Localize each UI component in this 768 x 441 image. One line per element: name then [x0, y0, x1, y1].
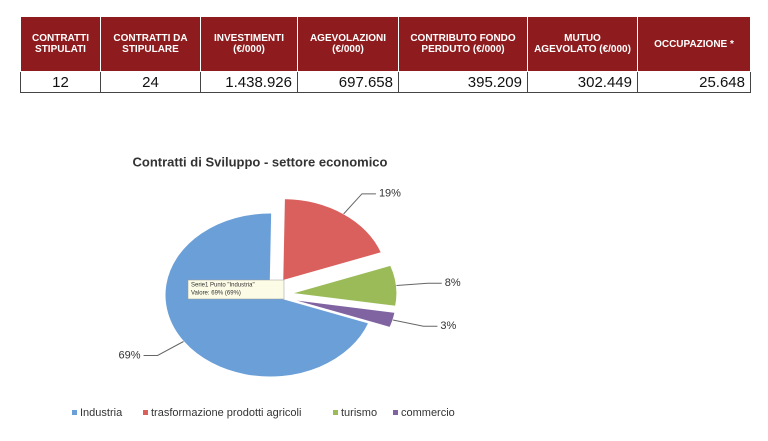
legend-swatch [72, 410, 77, 415]
header-cell: CONTRATTI STIPULATI [20, 16, 101, 72]
header-cell: MUTUO AGEVOLATO (€/000) [527, 16, 638, 72]
header-cell: INVESTIMENTI (€/000) [200, 16, 298, 72]
cell: 395.209 [398, 71, 528, 93]
cell: 25.648 [637, 71, 751, 93]
leader-line [396, 282, 442, 287]
leader-line [392, 319, 438, 327]
legend-swatch [143, 410, 148, 415]
data-label: 19% [379, 188, 401, 200]
cell: 24 [100, 71, 201, 93]
chart-title: Contratti di Sviluppo - settore economic… [133, 154, 388, 169]
data-label: 3% [440, 320, 456, 332]
leader-line [143, 341, 184, 356]
summary-table: CONTRATTI STIPULATI CONTRATTI DA STIPULA… [20, 16, 751, 93]
header-cell: AGEVOLAZIONI (€/000) [297, 16, 399, 72]
cell: 302.449 [527, 71, 638, 93]
cell: 12 [20, 71, 101, 93]
data-label: 8% [445, 277, 461, 289]
tooltip-box [187, 279, 285, 300]
legend-label: trasformazione prodotti agricoli [151, 407, 301, 419]
tooltip-text: Valore: 69% (69%) [191, 291, 241, 297]
pie-slice [291, 264, 398, 307]
leader-line [343, 193, 376, 215]
header-cell: OCCUPAZIONE * [637, 16, 751, 72]
data-label: 69% [119, 349, 141, 361]
legend-swatch [333, 410, 338, 415]
header-cell: CONTRATTI DA STIPULARE [100, 16, 201, 72]
pie-slice [282, 198, 383, 282]
header-cell: CONTRIBUTO FONDO PERDUTO (€/000) [398, 16, 528, 72]
legend-label: commercio [401, 407, 455, 419]
legend-label: Industria [80, 407, 123, 419]
legend-swatch [393, 410, 398, 415]
cell: 1.438.926 [200, 71, 298, 93]
legend-label: turismo [341, 407, 377, 419]
tooltip-text: Serie1 Punto "Industria" [191, 283, 255, 289]
data-row: 12 24 1.438.926 697.658 395.209 302.449 … [20, 71, 751, 93]
header-row: CONTRATTI STIPULATI CONTRATTI DA STIPULA… [20, 16, 751, 72]
